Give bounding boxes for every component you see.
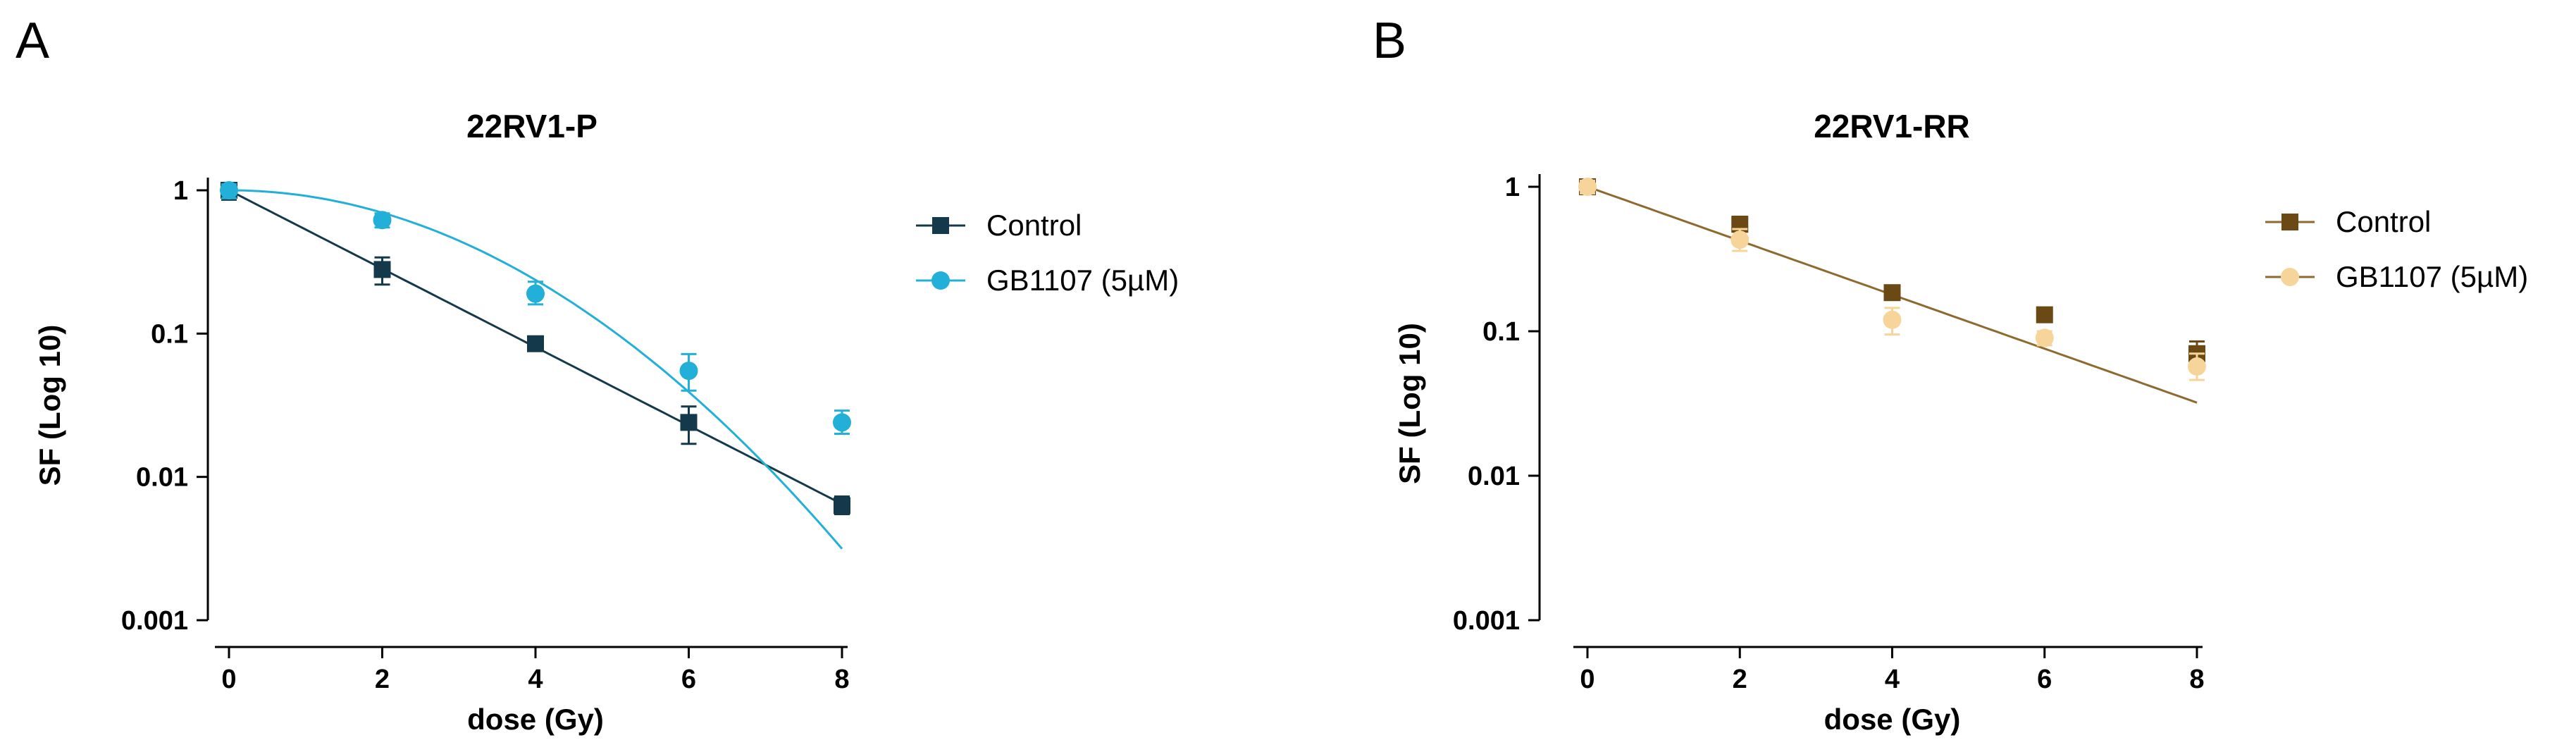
y-axis-label: SF (Log 10) [33, 325, 66, 486]
x-tick-label: 6 [2037, 665, 2052, 694]
plot-area-a: 1 0.1 0.01 0.001 0 2 4 6 8 dose (Gy) SF (Log 10) [33, 176, 851, 736]
data-point-circle [1730, 230, 1750, 249]
legend-marker-square [932, 217, 949, 234]
data-point-square [834, 497, 850, 514]
y-tick-label: 0.01 [1468, 462, 1520, 491]
x-axis-label: dose (Gy) [467, 703, 604, 736]
legend-marker-square [2281, 214, 2298, 230]
chart-title-b: 22RV1-RR [1814, 108, 1970, 144]
panel-b: B 22RV1-RR 1 0.1 0.01 0.001 0 2 4 6 8 dose (Gy) SF… [1373, 13, 2528, 736]
data-point-circle [373, 211, 392, 230]
x-axis-label: dose (Gy) [1824, 703, 1961, 736]
legend-a: Control GB1107 (5µM) [916, 209, 1179, 297]
data-point-square [373, 261, 391, 278]
legend-b: Control GB1107 (5µM) [2265, 205, 2528, 293]
y-tick-label: 1 [1505, 173, 1520, 202]
data-point-circle [679, 362, 698, 381]
x-tick-label: 0 [221, 665, 236, 694]
legend-marker-circle [2281, 268, 2299, 286]
y-tick-label: 0.001 [121, 606, 188, 636]
x-tick-label: 2 [1733, 665, 1747, 694]
x-tick-label: 0 [1580, 665, 1594, 694]
legend-label: GB1107 (5µM) [986, 264, 1179, 297]
data-point-circle [220, 181, 238, 199]
data-point-square [680, 414, 698, 431]
legend-label: GB1107 (5µM) [2336, 260, 2528, 293]
legend-marker-circle [931, 271, 950, 290]
y-tick-label: 0.001 [1453, 606, 1520, 636]
data-point-square [527, 335, 544, 352]
data-point-circle [2035, 328, 2054, 347]
legend-label: Control [2336, 205, 2431, 238]
panel-letter-a: A [16, 13, 49, 69]
data-point-square [2036, 306, 2053, 323]
y-tick-label: 0.01 [136, 463, 188, 493]
data-point-square [1883, 284, 1901, 302]
panel-letter-b: B [1373, 13, 1406, 69]
panel-a: A 22RV1-P 1 0.1 0.01 0.001 0 2 4 6 8 dose (Gy) SF … [16, 13, 1179, 736]
x-tick-label: 4 [528, 665, 543, 694]
y-tick-label: 0.1 [151, 319, 188, 349]
y-tick-label: 1 [173, 176, 188, 206]
data-point-circle [833, 413, 851, 432]
chart-title-a: 22RV1-P [466, 108, 597, 144]
x-tick-label: 8 [834, 665, 849, 694]
plot-area-b: 1 0.1 0.01 0.001 0 2 4 6 8 dose (Gy) SF (Log 10) [1393, 173, 2206, 736]
x-tick-label: 4 [1885, 665, 1900, 694]
data-point-circle [526, 284, 545, 303]
data-point-circle [2188, 357, 2206, 376]
y-axis-label: SF (Log 10) [1393, 323, 1426, 484]
data-point-circle [1578, 178, 1597, 196]
x-tick-label: 6 [681, 665, 696, 694]
x-tick-label: 2 [375, 665, 390, 694]
y-tick-label: 0.1 [1482, 317, 1520, 347]
fit-curve [228, 189, 843, 550]
legend-label: Control [986, 209, 1082, 242]
data-point-circle [1883, 310, 1902, 329]
x-tick-label: 8 [2189, 665, 2204, 694]
